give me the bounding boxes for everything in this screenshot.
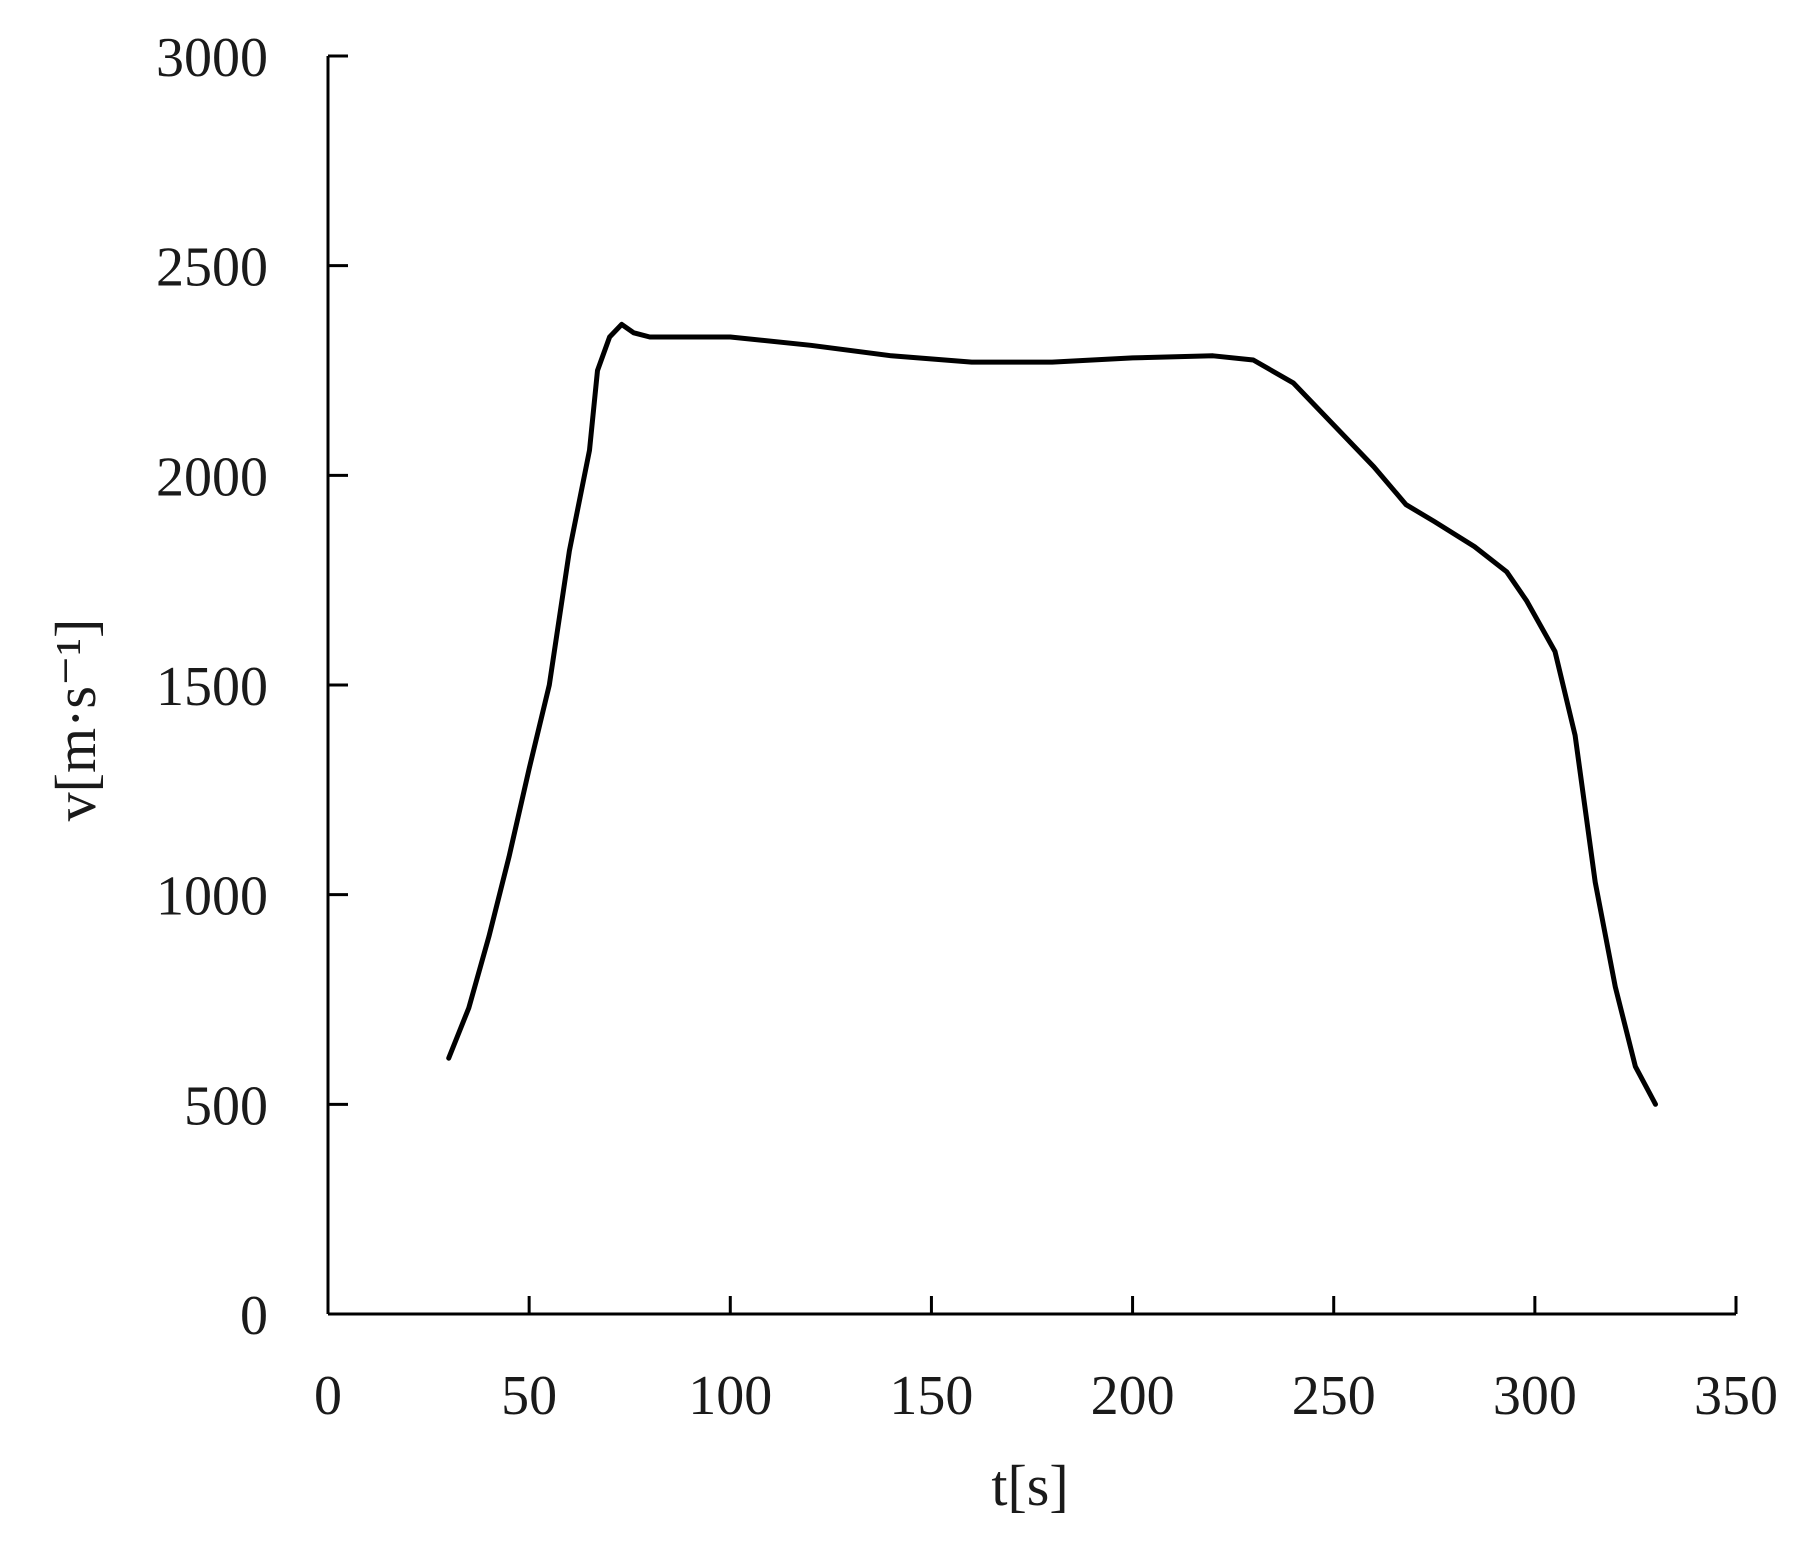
x-axis-label: t[s] xyxy=(991,1453,1068,1518)
y-tick-label: 3000 xyxy=(156,27,268,89)
series-line xyxy=(446,321,1658,1107)
y-axis-label: v[m·s⁻¹] xyxy=(43,619,108,822)
y-tick-label: 2500 xyxy=(156,237,268,299)
x-tick-label: 0 xyxy=(314,1365,342,1427)
y-tick-label: 500 xyxy=(184,1075,268,1137)
y-tick-label: 2000 xyxy=(156,446,268,508)
x-tick-label: 200 xyxy=(1091,1365,1175,1427)
x-tick-label: 350 xyxy=(1694,1365,1778,1427)
x-tick-label: 100 xyxy=(688,1365,772,1427)
x-tick-label: 50 xyxy=(501,1365,557,1427)
x-tick-label: 300 xyxy=(1493,1365,1577,1427)
x-tick-label: 150 xyxy=(889,1365,973,1427)
axes xyxy=(326,56,1736,1316)
y-tick-label: 0 xyxy=(240,1285,268,1347)
ticks: 0 50 100 150 200 250 300 350 0 500 1000 1500 2000 250… xyxy=(156,27,1778,1427)
y-tick-label: 1500 xyxy=(156,656,268,718)
y-tick-label: 1000 xyxy=(156,866,268,928)
x-tick-label: 250 xyxy=(1292,1365,1376,1427)
